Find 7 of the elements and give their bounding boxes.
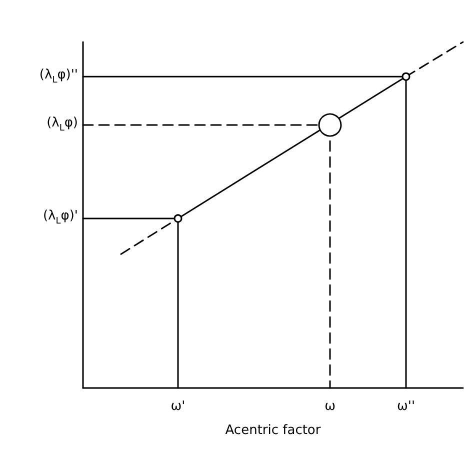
text: (λ$_{L}$φ)'' <box>39 67 78 85</box>
x-tick-label: ω'' <box>396 399 416 414</box>
text: (λ$_{L}$φ)' <box>42 209 78 227</box>
x-tick-label: ω <box>324 399 336 414</box>
x-tick-label: ω' <box>170 399 186 414</box>
text: (λ$_{L}$φ) <box>46 116 78 134</box>
x-axis-title: Acentric factor <box>225 423 322 438</box>
